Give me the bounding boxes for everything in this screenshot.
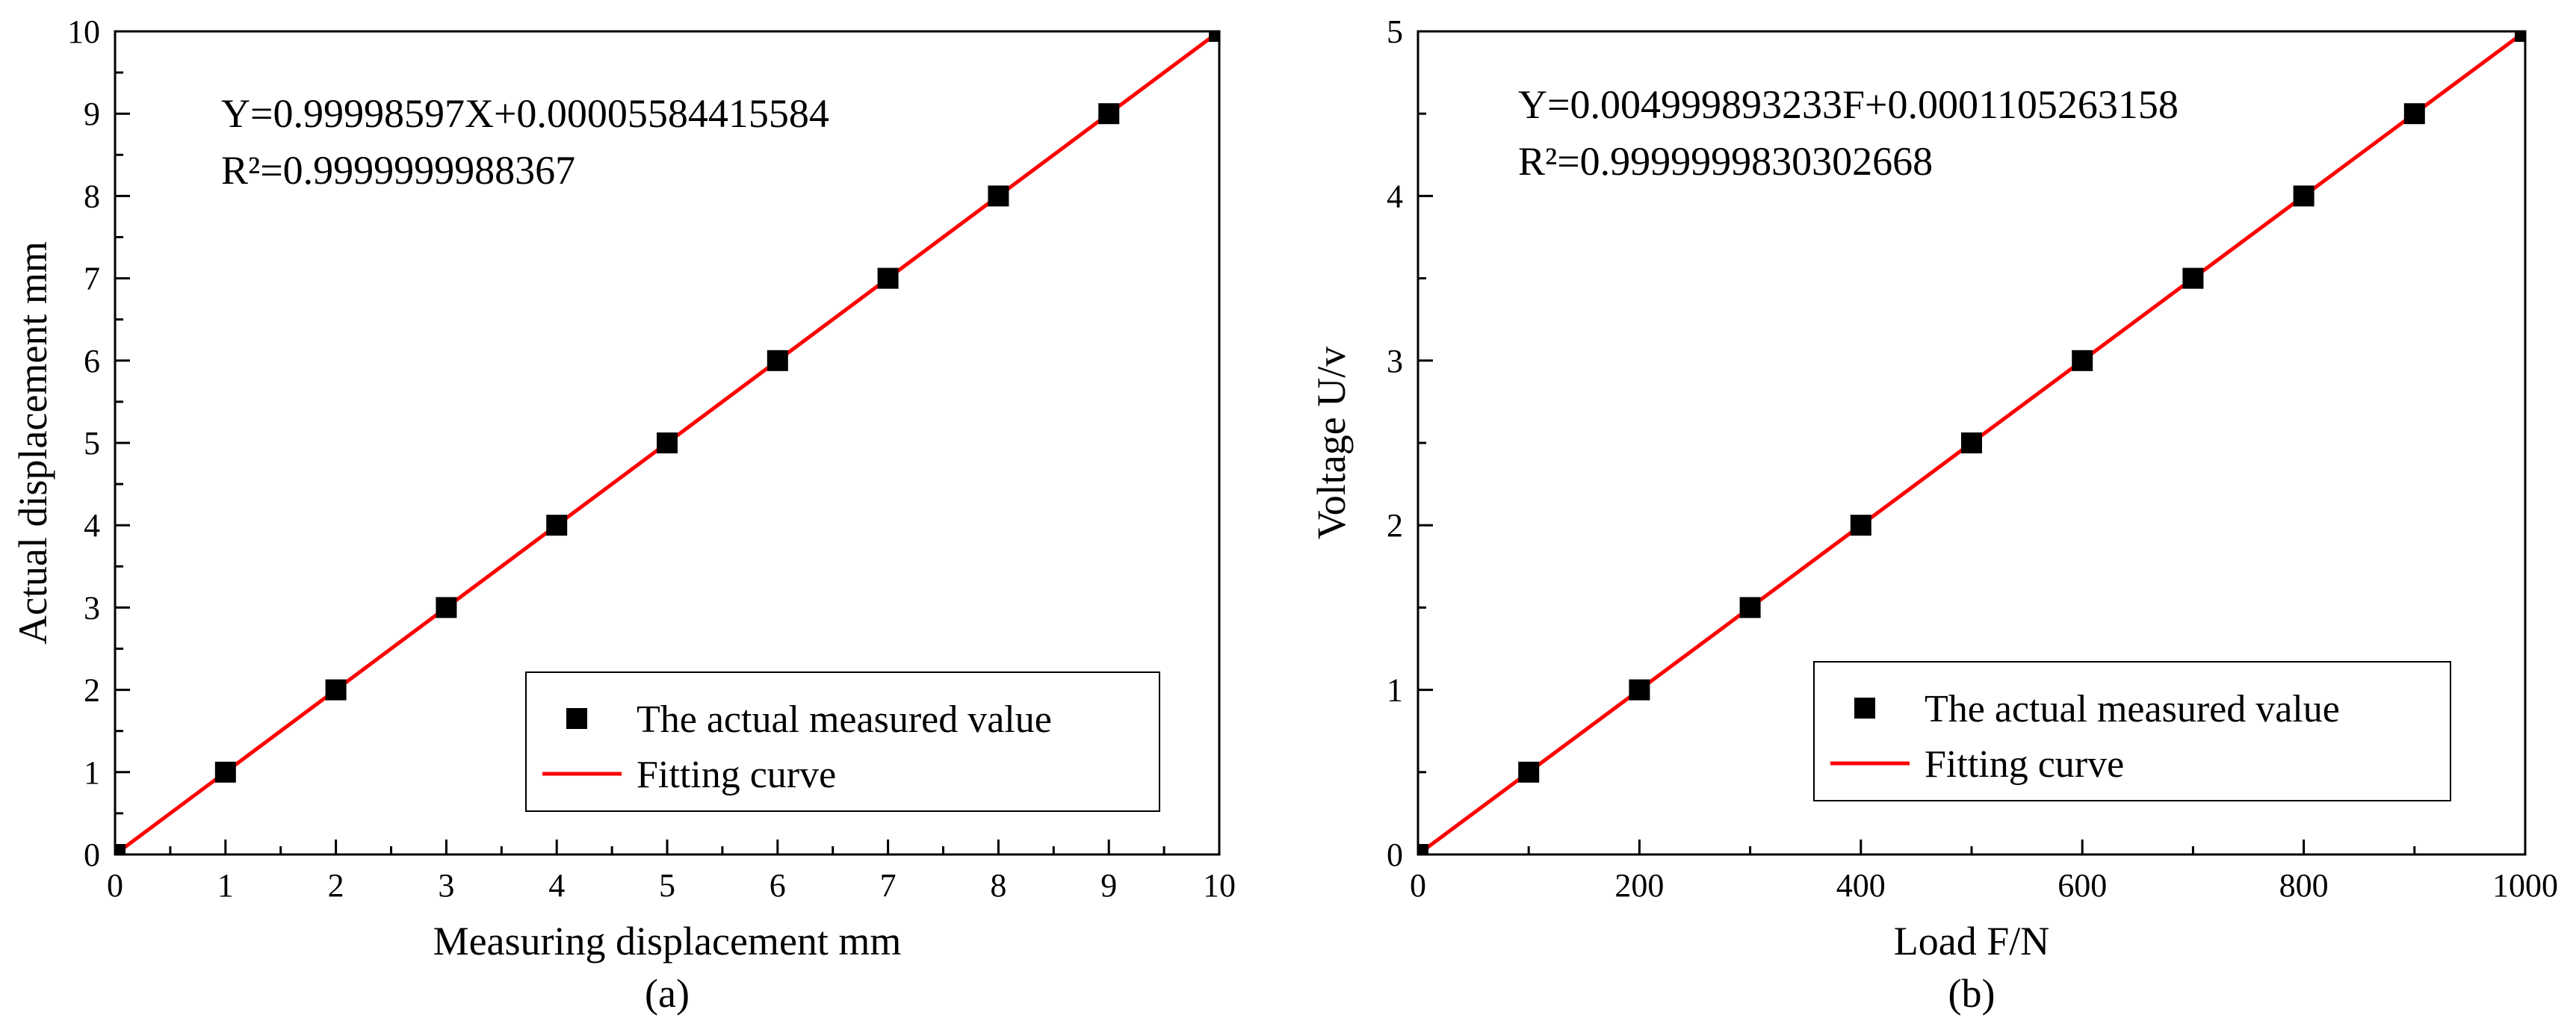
data-point	[546, 515, 568, 536]
y-tick-label: 7	[84, 261, 100, 297]
legend-label-measured: The actual measured value	[1925, 688, 2340, 730]
y-tick-label: 2	[84, 672, 100, 709]
data-point	[877, 267, 899, 289]
x-axis-label: Measuring displacement mm	[433, 919, 902, 964]
data-point	[1739, 597, 1761, 618]
y-tick-label: 5	[84, 425, 100, 462]
y-tick-label: 10	[67, 13, 100, 50]
x-tick-label: 6	[770, 867, 786, 904]
y-tick-label: 9	[84, 96, 100, 132]
x-tick-label: 600	[2058, 867, 2107, 904]
x-tick-label: 0	[1410, 867, 1426, 904]
y-tick-label: 4	[1387, 178, 1403, 214]
x-tick-label: 200	[1614, 867, 1664, 904]
y-tick-label: 1	[84, 754, 100, 791]
x-tick-label: 3	[438, 867, 454, 904]
legend-label-fit: Fitting curve	[1925, 743, 2124, 786]
y-axis-label: Voltage U/v	[1309, 347, 1354, 539]
y-axis-label: Actual displacement mm	[10, 241, 55, 645]
x-tick-label: 10	[1203, 867, 1236, 904]
data-point	[988, 185, 1009, 207]
y-tick-label: 8	[84, 178, 100, 214]
legend-marker-square	[1854, 698, 1875, 719]
y-tick-label: 1	[1387, 672, 1403, 709]
data-point	[115, 844, 126, 854]
legend-box	[1813, 661, 2451, 801]
y-tick-label: 0	[84, 837, 100, 873]
data-point	[436, 597, 457, 618]
y-tick-label: 3	[84, 589, 100, 626]
x-tick-label: 0	[107, 867, 123, 904]
x-tick-label: 8	[990, 867, 1006, 904]
fit-equation-text: Y=0.004999893233F+0.0001105263158	[1518, 82, 2179, 127]
x-tick-label: 800	[2279, 867, 2329, 904]
x-tick-label: 1	[217, 867, 234, 904]
data-point	[657, 432, 678, 453]
y-tick-label: 6	[84, 343, 100, 379]
data-point	[1209, 31, 1219, 42]
data-point	[1518, 761, 1540, 783]
data-point	[1629, 679, 1650, 701]
x-tick-label: 2	[328, 867, 344, 904]
data-point	[2403, 103, 2425, 125]
data-point	[1098, 103, 1120, 125]
legend-box	[525, 671, 1160, 812]
r-squared-text: R²=0.9999999830302668	[1518, 139, 1933, 184]
chart-panel-a: 0 1 2 3 4 5 6 7 8 9 10 0 1 2 3 4 5 6 7 8 9 10 Y=0.99998597X+0.…	[10, 13, 1236, 1016]
legend-label-fit: Fitting curve	[637, 754, 836, 796]
y-tick-label: 5	[1387, 13, 1403, 50]
x-axis-label: Load F/N	[1894, 919, 2050, 964]
y-tick-label: 0	[1387, 837, 1403, 873]
x-tick-label: 4	[548, 867, 565, 904]
legend-label-measured: The actual measured value	[637, 698, 1052, 741]
y-tick-label: 2	[1387, 507, 1403, 544]
x-tick-label: 1000	[2492, 867, 2558, 904]
y-tick-label: 3	[1387, 343, 1403, 379]
x-tick-label: 400	[1836, 867, 1886, 904]
legend: The actual measured value Fitting curve	[525, 671, 1160, 812]
data-point	[767, 350, 788, 371]
x-tick-label: 9	[1100, 867, 1117, 904]
panel-label: (a)	[645, 971, 690, 1016]
legend: The actual measured value Fitting curve	[1813, 661, 2451, 801]
legend-marker-square	[566, 708, 587, 729]
data-point	[2182, 267, 2204, 289]
r-squared-text: R²=0.9999999988367	[221, 148, 575, 193]
y-tick-label: 4	[84, 507, 100, 544]
x-tick-label: 7	[880, 867, 897, 904]
fit-equation-text: Y=0.99998597X+0.00005584415584	[221, 91, 829, 136]
data-point	[1418, 844, 1428, 854]
data-point	[1850, 515, 1871, 536]
data-point	[2515, 31, 2525, 42]
chart-panel-b: 0 200 400 600 800 1000 0 1 2 3 4 5 Y=0.004999893233F…	[1309, 13, 2558, 1016]
panel-label: (b)	[1948, 971, 1996, 1016]
x-tick-label: 5	[659, 867, 675, 904]
data-point	[325, 679, 347, 701]
data-point	[214, 761, 236, 783]
data-point	[1961, 432, 1982, 453]
data-point	[2293, 185, 2315, 207]
data-point	[2072, 350, 2093, 371]
